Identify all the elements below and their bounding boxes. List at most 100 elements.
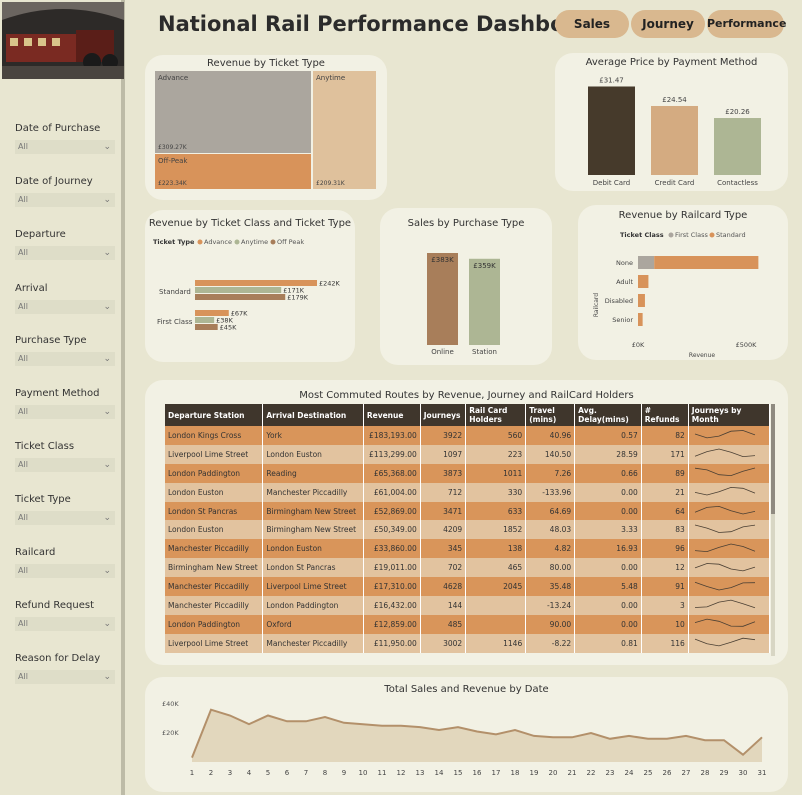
bar-0-2 bbox=[195, 294, 286, 300]
table-row[interactable]: Liverpool Lime Street London Euston £113,2… bbox=[165, 444, 770, 464]
table-cell: London Euston bbox=[165, 520, 264, 540]
table-row[interactable]: London Paddington Reading £65,368.00 3873 10… bbox=[165, 463, 770, 483]
tile-value: £223.34K bbox=[158, 180, 187, 187]
table-header-row: Departure Station Arrival Destination Reve… bbox=[165, 404, 770, 426]
sparkline-cell bbox=[688, 426, 770, 445]
filter-value: All bbox=[18, 248, 28, 257]
treemap-tile-off-peak[interactable]: Off-Peak £223.34K bbox=[155, 154, 311, 189]
nav-sales-button[interactable]: Sales bbox=[555, 10, 629, 38]
x-tick-label: 9 bbox=[342, 769, 346, 777]
column-header[interactable]: Departure Station bbox=[165, 404, 264, 426]
x-tick-label: 24 bbox=[625, 769, 634, 777]
legend-marker bbox=[270, 239, 276, 245]
table-cell: Reading bbox=[262, 463, 364, 483]
x-tick-label: 5 bbox=[266, 769, 270, 777]
filter-dropdown[interactable]: All ⌄ bbox=[15, 140, 115, 154]
table-cell: Birmingham New Street bbox=[262, 520, 364, 540]
x-tick-label: 3 bbox=[228, 769, 232, 777]
filter-value: All bbox=[18, 195, 28, 204]
table-row[interactable]: London Euston Manchester Piccadilly £61,00… bbox=[165, 482, 770, 502]
table-cell: Manchester Piccadilly bbox=[262, 482, 364, 502]
filter-dropdown[interactable]: All ⌄ bbox=[15, 405, 115, 419]
x-tick-label: 6 bbox=[285, 769, 290, 777]
filter-dropdown[interactable]: All ⌄ bbox=[15, 193, 115, 207]
table-cell: 140.50 bbox=[525, 444, 576, 464]
table-cell: London Paddington bbox=[165, 463, 264, 483]
bar-category-label: Credit Card bbox=[655, 179, 695, 187]
column-header[interactable]: # Refunds bbox=[641, 404, 689, 426]
filter-dropdown[interactable]: All ⌄ bbox=[15, 670, 115, 684]
table-row[interactable]: London Euston Birmingham New Street £50,34… bbox=[165, 520, 770, 540]
table-cell: 223 bbox=[465, 444, 527, 464]
column-header[interactable]: Travel (mins) bbox=[525, 404, 576, 426]
treemap-tile-advance[interactable]: Advance £309.27K bbox=[155, 71, 311, 153]
legend-label: Standard bbox=[716, 231, 746, 239]
bar-0-0 bbox=[638, 256, 655, 269]
treemap-tile-anytime[interactable]: Anytime £209.31K bbox=[313, 71, 376, 189]
table-cell: 3.33 bbox=[574, 520, 642, 540]
filter-dropdown[interactable]: All ⌄ bbox=[15, 564, 115, 578]
filter-dropdown[interactable]: All ⌄ bbox=[15, 246, 115, 260]
column-header[interactable]: Journeys bbox=[420, 404, 467, 426]
column-header[interactable]: Rail Card Holders bbox=[465, 404, 527, 426]
bar-1 bbox=[469, 258, 500, 345]
bar-data-label: £179K bbox=[287, 294, 309, 302]
table-row[interactable]: Manchester Piccadilly London Euston £33,86… bbox=[165, 539, 770, 559]
bar-category-label: Contactless bbox=[717, 179, 758, 187]
table-cell: £52,869.00 bbox=[363, 501, 421, 521]
sparkline-cell bbox=[688, 501, 770, 521]
sparkline-cell bbox=[688, 520, 770, 540]
filter-label: Departure bbox=[15, 229, 66, 240]
nav-journey-button[interactable]: Journey bbox=[631, 10, 705, 38]
bar-data-label: £242K bbox=[319, 280, 341, 288]
table-cell: Manchester Piccadilly bbox=[165, 539, 264, 559]
table-cell: 35.48 bbox=[525, 577, 576, 597]
table-cell: 90.00 bbox=[525, 614, 576, 634]
journeys-sparkline bbox=[694, 638, 755, 647]
x-tick-label: 23 bbox=[606, 769, 615, 777]
filter-dropdown[interactable]: All ⌄ bbox=[15, 511, 115, 525]
card-title: Revenue by Ticket Type bbox=[207, 58, 325, 69]
category-label: Adult bbox=[616, 278, 633, 286]
table-cell: 3922 bbox=[420, 426, 467, 445]
column-header[interactable]: Arrival Destination bbox=[262, 404, 364, 426]
sparkline-cell bbox=[688, 633, 770, 653]
table-row[interactable]: Birmingham New Street London St Pancras £1… bbox=[165, 558, 770, 578]
routes-table: Departure Station Arrival Destination Reve… bbox=[165, 404, 770, 653]
bar-data-label: £171K bbox=[283, 287, 305, 295]
table-row[interactable]: Manchester Piccadilly Liverpool Lime Stre… bbox=[165, 577, 770, 597]
table-cell: 12 bbox=[641, 558, 689, 578]
column-header[interactable]: Avg. Delay(mins) bbox=[574, 404, 642, 426]
filter-dropdown[interactable]: All ⌄ bbox=[15, 458, 115, 472]
journeys-sparkline bbox=[694, 524, 755, 533]
table-row[interactable]: London Kings Cross York £183,193.00 3922 560… bbox=[165, 426, 770, 445]
page-title: National Rail Performance Dashboard bbox=[158, 12, 605, 36]
table-cell: 0.81 bbox=[574, 633, 642, 653]
table-cell: 116 bbox=[641, 633, 689, 653]
filter-dropdown[interactable]: All ⌄ bbox=[15, 300, 115, 314]
table-row[interactable]: Manchester Piccadilly London Paddington £1… bbox=[165, 596, 770, 615]
filter-dropdown[interactable]: All ⌄ bbox=[15, 352, 115, 366]
table-cell: £50,349.00 bbox=[363, 520, 421, 540]
table-scrollbar[interactable] bbox=[771, 404, 775, 656]
table-row[interactable]: London St Pancras Birmingham New Street £5… bbox=[165, 501, 770, 521]
table-row[interactable]: Liverpool Lime Street Manchester Piccadil… bbox=[165, 633, 770, 653]
filter-label: Ticket Class bbox=[15, 441, 75, 452]
table-cell: 702 bbox=[420, 558, 467, 578]
column-header[interactable]: Journeys by Month bbox=[688, 404, 770, 426]
revenue-by-ticket-type-card: Revenue by Ticket Type Advance £309.27K … bbox=[145, 55, 387, 200]
filter-dropdown[interactable]: All ⌄ bbox=[15, 617, 115, 631]
table-cell: 40.96 bbox=[525, 426, 576, 445]
table-cell: Birmingham New Street bbox=[165, 558, 264, 578]
filter-value: All bbox=[18, 460, 28, 469]
x-tick-label: 28 bbox=[701, 769, 710, 777]
table-cell: £16,432.00 bbox=[363, 596, 421, 615]
column-header[interactable]: Revenue bbox=[363, 404, 421, 426]
table-cell: £12,859.00 bbox=[363, 614, 421, 634]
table-row[interactable]: London Paddington Oxford £12,859.00 485 90.0… bbox=[165, 614, 770, 634]
x-tick-label: 10 bbox=[359, 769, 368, 777]
nav-performance-button[interactable]: Performance bbox=[707, 10, 786, 38]
table-cell: London Euston bbox=[262, 444, 364, 464]
routes-table-wrapper[interactable]: Departure Station Arrival Destination Reve… bbox=[165, 404, 770, 656]
x-tick-label: 2 bbox=[209, 769, 213, 777]
